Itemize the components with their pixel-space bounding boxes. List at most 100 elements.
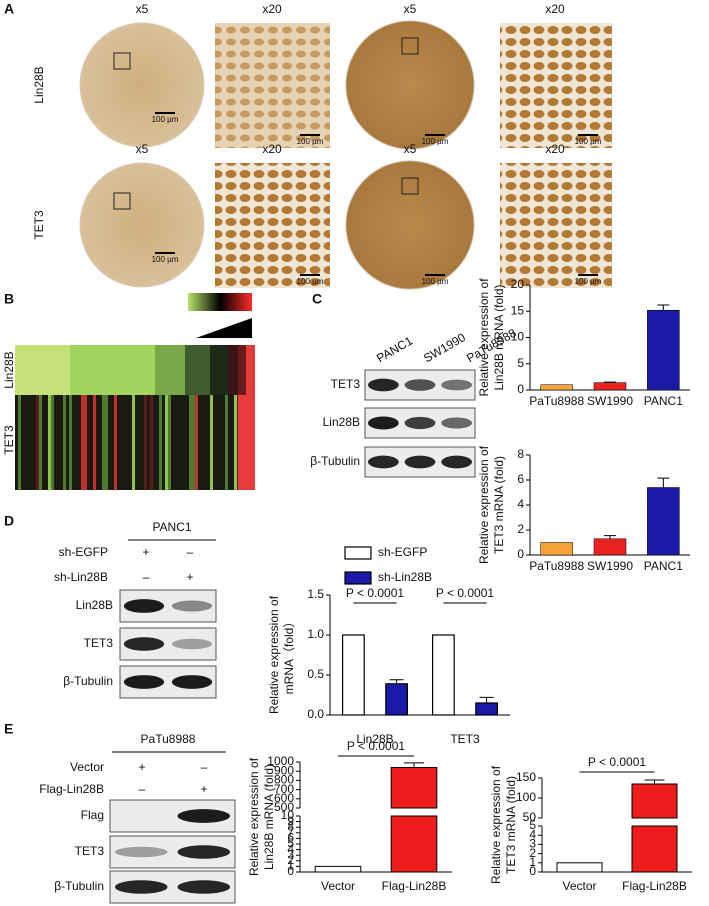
blot-band (404, 455, 436, 469)
heatmap-cell (48, 395, 51, 490)
y-tick-label: 1000 (267, 754, 294, 768)
legend-label: sh-EGFP (378, 545, 427, 559)
zoom-box (401, 37, 419, 55)
bar (540, 542, 573, 556)
heatmap-cell (222, 395, 225, 490)
heatmap-cell (117, 395, 120, 490)
blot-band (123, 675, 165, 689)
y-tick-label: 0.5 (307, 667, 324, 681)
heatmap-cell (159, 395, 162, 490)
heatmap-cell (135, 395, 138, 490)
lane-label: PANC1 (374, 333, 415, 365)
heatmap-cell (78, 395, 81, 490)
scale-bar-label: 100 µm (152, 255, 179, 264)
bar (342, 634, 365, 716)
y-tick-label: 1.5 (307, 587, 324, 601)
heatmap-cell (21, 395, 24, 490)
heatmap-cell (39, 395, 42, 490)
tissue-core (79, 22, 205, 148)
heatmap-legend (188, 293, 252, 311)
sign: – (187, 545, 194, 559)
blot-label: Lin28B (323, 415, 360, 429)
y-axis-title: Relative expression of (489, 765, 503, 884)
blot-band (367, 378, 399, 392)
bar (647, 487, 680, 556)
y-tick-label: 1.0 (307, 627, 324, 641)
y-tick-label: 500 (274, 800, 294, 814)
heatmap-cell (162, 395, 165, 490)
heatmap-cell (105, 395, 108, 490)
y-tick-label: 0 (287, 864, 294, 878)
y-tick-label: 3 (529, 837, 536, 851)
blot-label: β-Tubulin (63, 674, 113, 688)
condition-label: sh-EGFP (59, 545, 108, 559)
y-tick-label: 3 (287, 847, 294, 861)
legend-swatch (344, 546, 372, 560)
y-tick-label: 1 (529, 855, 536, 869)
panel-label: C (312, 291, 322, 307)
heatmap-cell (168, 395, 171, 490)
blot-band (171, 638, 213, 650)
bar (593, 382, 627, 391)
heatmap-cell (207, 395, 210, 490)
heatmap-cell (171, 395, 174, 490)
heatmap-cell (198, 395, 201, 490)
heatmap-cell (201, 395, 204, 490)
x-tick-label: SW1990 (587, 559, 633, 573)
y-axis-title: TET3 mRNA (fold) (492, 456, 506, 554)
y-tick-label: 6 (287, 831, 294, 845)
y-tick-label: 5 (517, 356, 524, 370)
error-bar (657, 477, 670, 488)
heatmap-cell (57, 395, 60, 490)
p-value: P < 0.0001 (346, 586, 404, 600)
heatmap-cell (90, 395, 93, 490)
x-tick-label: Flag-Lin28B (382, 879, 447, 893)
x-tick-label: Flag-Lin28B (622, 879, 687, 893)
error-bar (604, 381, 616, 383)
heatmap-cell (228, 345, 238, 395)
heatmap-cell (185, 345, 210, 395)
y-tick-label: 5 (287, 836, 294, 850)
tissue-core (345, 160, 475, 290)
heatmap-cell (93, 395, 96, 490)
y-tick-label: 0 (517, 547, 524, 561)
sign: + (138, 760, 145, 774)
tissue-core (345, 20, 475, 150)
heatmap-cell (27, 395, 30, 490)
x-tick-label: PaTu8988 (529, 559, 584, 573)
row-label: TET3 (2, 425, 16, 455)
heatmap-cell (108, 395, 111, 490)
heatmap-cell (120, 395, 123, 490)
heatmap-cell (210, 345, 228, 395)
y-tick-label: 7 (287, 825, 294, 839)
blot-band (171, 675, 213, 689)
x-tick-label: TET3 (450, 732, 480, 746)
heatmap-cell (111, 395, 114, 490)
magnification: x5 (404, 2, 417, 16)
blot-band (441, 455, 473, 469)
scale-bar-label: 100 µm (422, 137, 449, 146)
y-tick-label: 4 (529, 827, 536, 841)
y-tick-label: 4 (517, 497, 524, 511)
blot-band (367, 455, 399, 469)
zoom-box (401, 177, 419, 195)
magnification: x20 (545, 2, 565, 16)
error-bar (604, 535, 616, 539)
row-label: TET3 (32, 210, 46, 240)
blot-label: β-Tubulin (310, 454, 360, 468)
heatmap-cell (155, 345, 185, 395)
panel-label: D (4, 513, 14, 529)
zoom-box (113, 192, 131, 210)
blot-band (115, 880, 168, 894)
heatmap-cell (132, 395, 135, 490)
p-value: P < 0.0001 (347, 739, 405, 753)
panel-label: B (4, 291, 14, 307)
heatmap-cell (66, 395, 69, 490)
y-tick-label: 4 (287, 842, 294, 856)
heatmap-cell (75, 395, 78, 490)
heatmap-cell (84, 395, 87, 490)
blot-label: Lin28B (76, 598, 113, 612)
heatmap-cell (238, 395, 255, 490)
y-tick-label: 1 (287, 859, 294, 873)
